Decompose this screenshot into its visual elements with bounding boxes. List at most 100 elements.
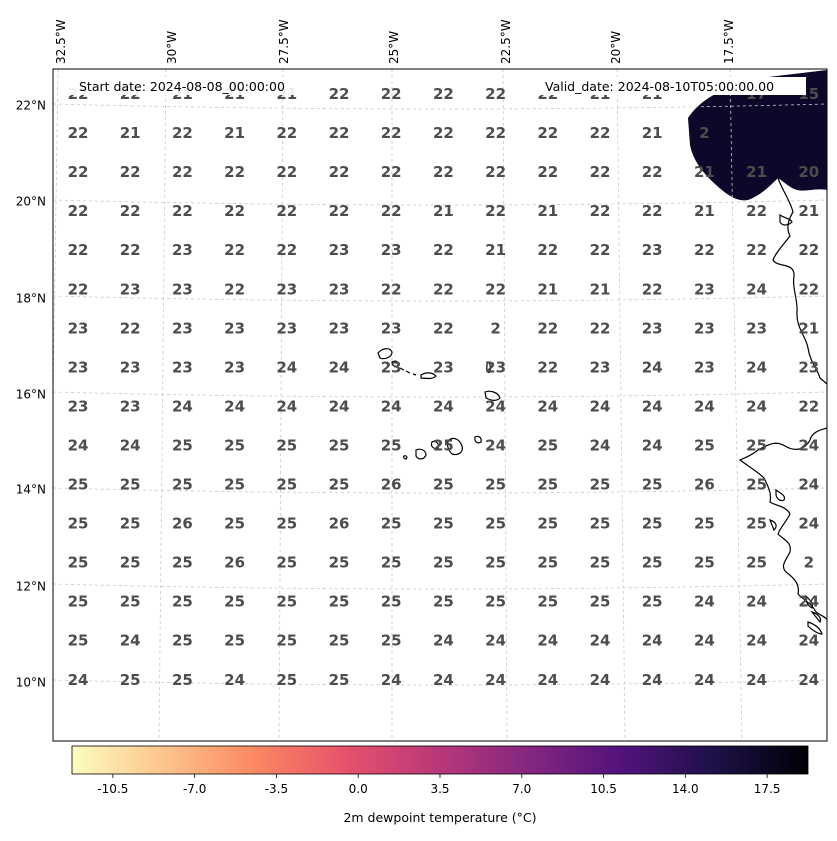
- colorbar-tick-label: 0.0: [349, 782, 368, 796]
- meridian-line: [729, 69, 743, 741]
- grid-value: 22: [172, 202, 193, 220]
- grid-value: 24: [642, 436, 663, 454]
- grid-value: 24: [485, 632, 506, 650]
- cape-verde-islands: [377, 348, 501, 460]
- grid-value: 21: [694, 202, 715, 220]
- grid-value: 25: [172, 436, 193, 454]
- grid-value: 22: [798, 397, 819, 415]
- grid-value: 21: [433, 202, 454, 220]
- grid-value: 25: [746, 476, 767, 494]
- meridian-line: [158, 69, 167, 741]
- grid-value: 25: [224, 632, 245, 650]
- grid-value: 23: [329, 280, 350, 298]
- grid-value: 25: [329, 436, 350, 454]
- grid-value: 22: [276, 241, 297, 259]
- meridian-line: [278, 69, 284, 741]
- grid-value: 22: [381, 280, 402, 298]
- grid-value: 24: [694, 397, 715, 415]
- grid-value: 24: [746, 397, 767, 415]
- grid-value: 22: [485, 85, 506, 103]
- grid-value: 24: [68, 436, 89, 454]
- grid-value: 24: [798, 476, 819, 494]
- colorbar-ticks: -10.5 -7.0 -3.5 0.0 3.5 7.0 10.5 14.0 17.5: [97, 774, 780, 796]
- grid-value: 22: [590, 319, 611, 337]
- grid-value: 24: [224, 671, 245, 689]
- grid-value: 25: [68, 554, 89, 572]
- grid-value: 24: [746, 593, 767, 611]
- valid-date-box: Valid_date: 2024-08-10T05:00:00.00: [538, 77, 806, 95]
- grid-value: 25: [590, 593, 611, 611]
- parallel-line: [53, 679, 827, 686]
- grid-value: 25: [485, 554, 506, 572]
- grid-value: 25: [746, 554, 767, 572]
- grid-value: 25: [276, 671, 297, 689]
- grid-value: 25: [276, 515, 297, 533]
- grid-value: 25: [224, 593, 245, 611]
- grid-value: 22: [798, 280, 819, 298]
- latitude-label: 14°N: [16, 483, 46, 497]
- colorbar-gradient: [71, 745, 809, 775]
- grid-value: 22: [642, 202, 663, 220]
- grid-value: 21: [798, 319, 819, 337]
- grid-value: 22: [485, 163, 506, 181]
- grid-value: 25: [590, 554, 611, 572]
- parallel-line: [53, 295, 827, 302]
- grid-value: 22: [224, 241, 245, 259]
- grid-value: 21: [485, 241, 506, 259]
- grid-value: 25: [329, 554, 350, 572]
- latitude-labels: 22°N 20°N 18°N 16°N 14°N 12°N 10°N: [16, 99, 46, 690]
- grid-value: 22: [537, 319, 558, 337]
- grid-value: 22: [172, 124, 193, 142]
- grid-value: 25: [224, 515, 245, 533]
- grid-value: 23: [433, 358, 454, 376]
- colorbar-tick-label: -3.5: [265, 782, 288, 796]
- grid-value: 22: [642, 163, 663, 181]
- grid-value: 22: [120, 319, 141, 337]
- value-grid: 2222212121222222222221211715222122212222…: [68, 85, 820, 689]
- grid-value: 25: [120, 476, 141, 494]
- grid-value: 22: [590, 202, 611, 220]
- grid-value: 25: [68, 515, 89, 533]
- grid-value: 25: [120, 515, 141, 533]
- grid-value: 25: [329, 476, 350, 494]
- grid-value: 24: [485, 671, 506, 689]
- latitude-label: 12°N: [16, 580, 46, 594]
- grid-value: 25: [172, 632, 193, 650]
- grid-value: 26: [694, 476, 715, 494]
- grid-value: 24: [329, 358, 350, 376]
- grid-value: 23: [172, 241, 193, 259]
- grid-value: 25: [537, 436, 558, 454]
- grid-value: 22: [590, 124, 611, 142]
- grid-value: 22: [329, 124, 350, 142]
- grid-value: 25: [590, 515, 611, 533]
- grid-value: 22: [537, 163, 558, 181]
- grid-value: 22: [68, 280, 89, 298]
- latitude-label: 20°N: [16, 195, 46, 209]
- grid-value: 25: [433, 593, 454, 611]
- grid-value: 21: [642, 124, 663, 142]
- grid-value: 25: [68, 593, 89, 611]
- grid-value: 21: [798, 202, 819, 220]
- longitude-labels: 32.5°W 30°W 27.5°W 25°W 22.5°W 20°W 17.5°W: [54, 19, 736, 64]
- coastline-detail: [768, 213, 823, 635]
- grid-value: 23: [68, 397, 89, 415]
- parallel-line: [53, 487, 827, 494]
- grid-value: 26: [329, 515, 350, 533]
- latitude-label: 10°N: [16, 676, 46, 690]
- grid-value: 25: [694, 554, 715, 572]
- grid-value: 24: [172, 397, 193, 415]
- longitude-label: 22.5°W: [499, 19, 513, 64]
- grid-value: 25: [381, 554, 402, 572]
- grid-value: 24: [537, 632, 558, 650]
- latitude-label: 18°N: [16, 292, 46, 306]
- grid-value: 25: [537, 515, 558, 533]
- grid-value: 23: [120, 280, 141, 298]
- grid-value: 23: [120, 358, 141, 376]
- grid-value: 23: [172, 280, 193, 298]
- grid-value: 25: [381, 632, 402, 650]
- grid-value: 24: [276, 397, 297, 415]
- map-background: [53, 69, 827, 741]
- grid-value: 21: [694, 163, 715, 181]
- grid-value: 24: [642, 397, 663, 415]
